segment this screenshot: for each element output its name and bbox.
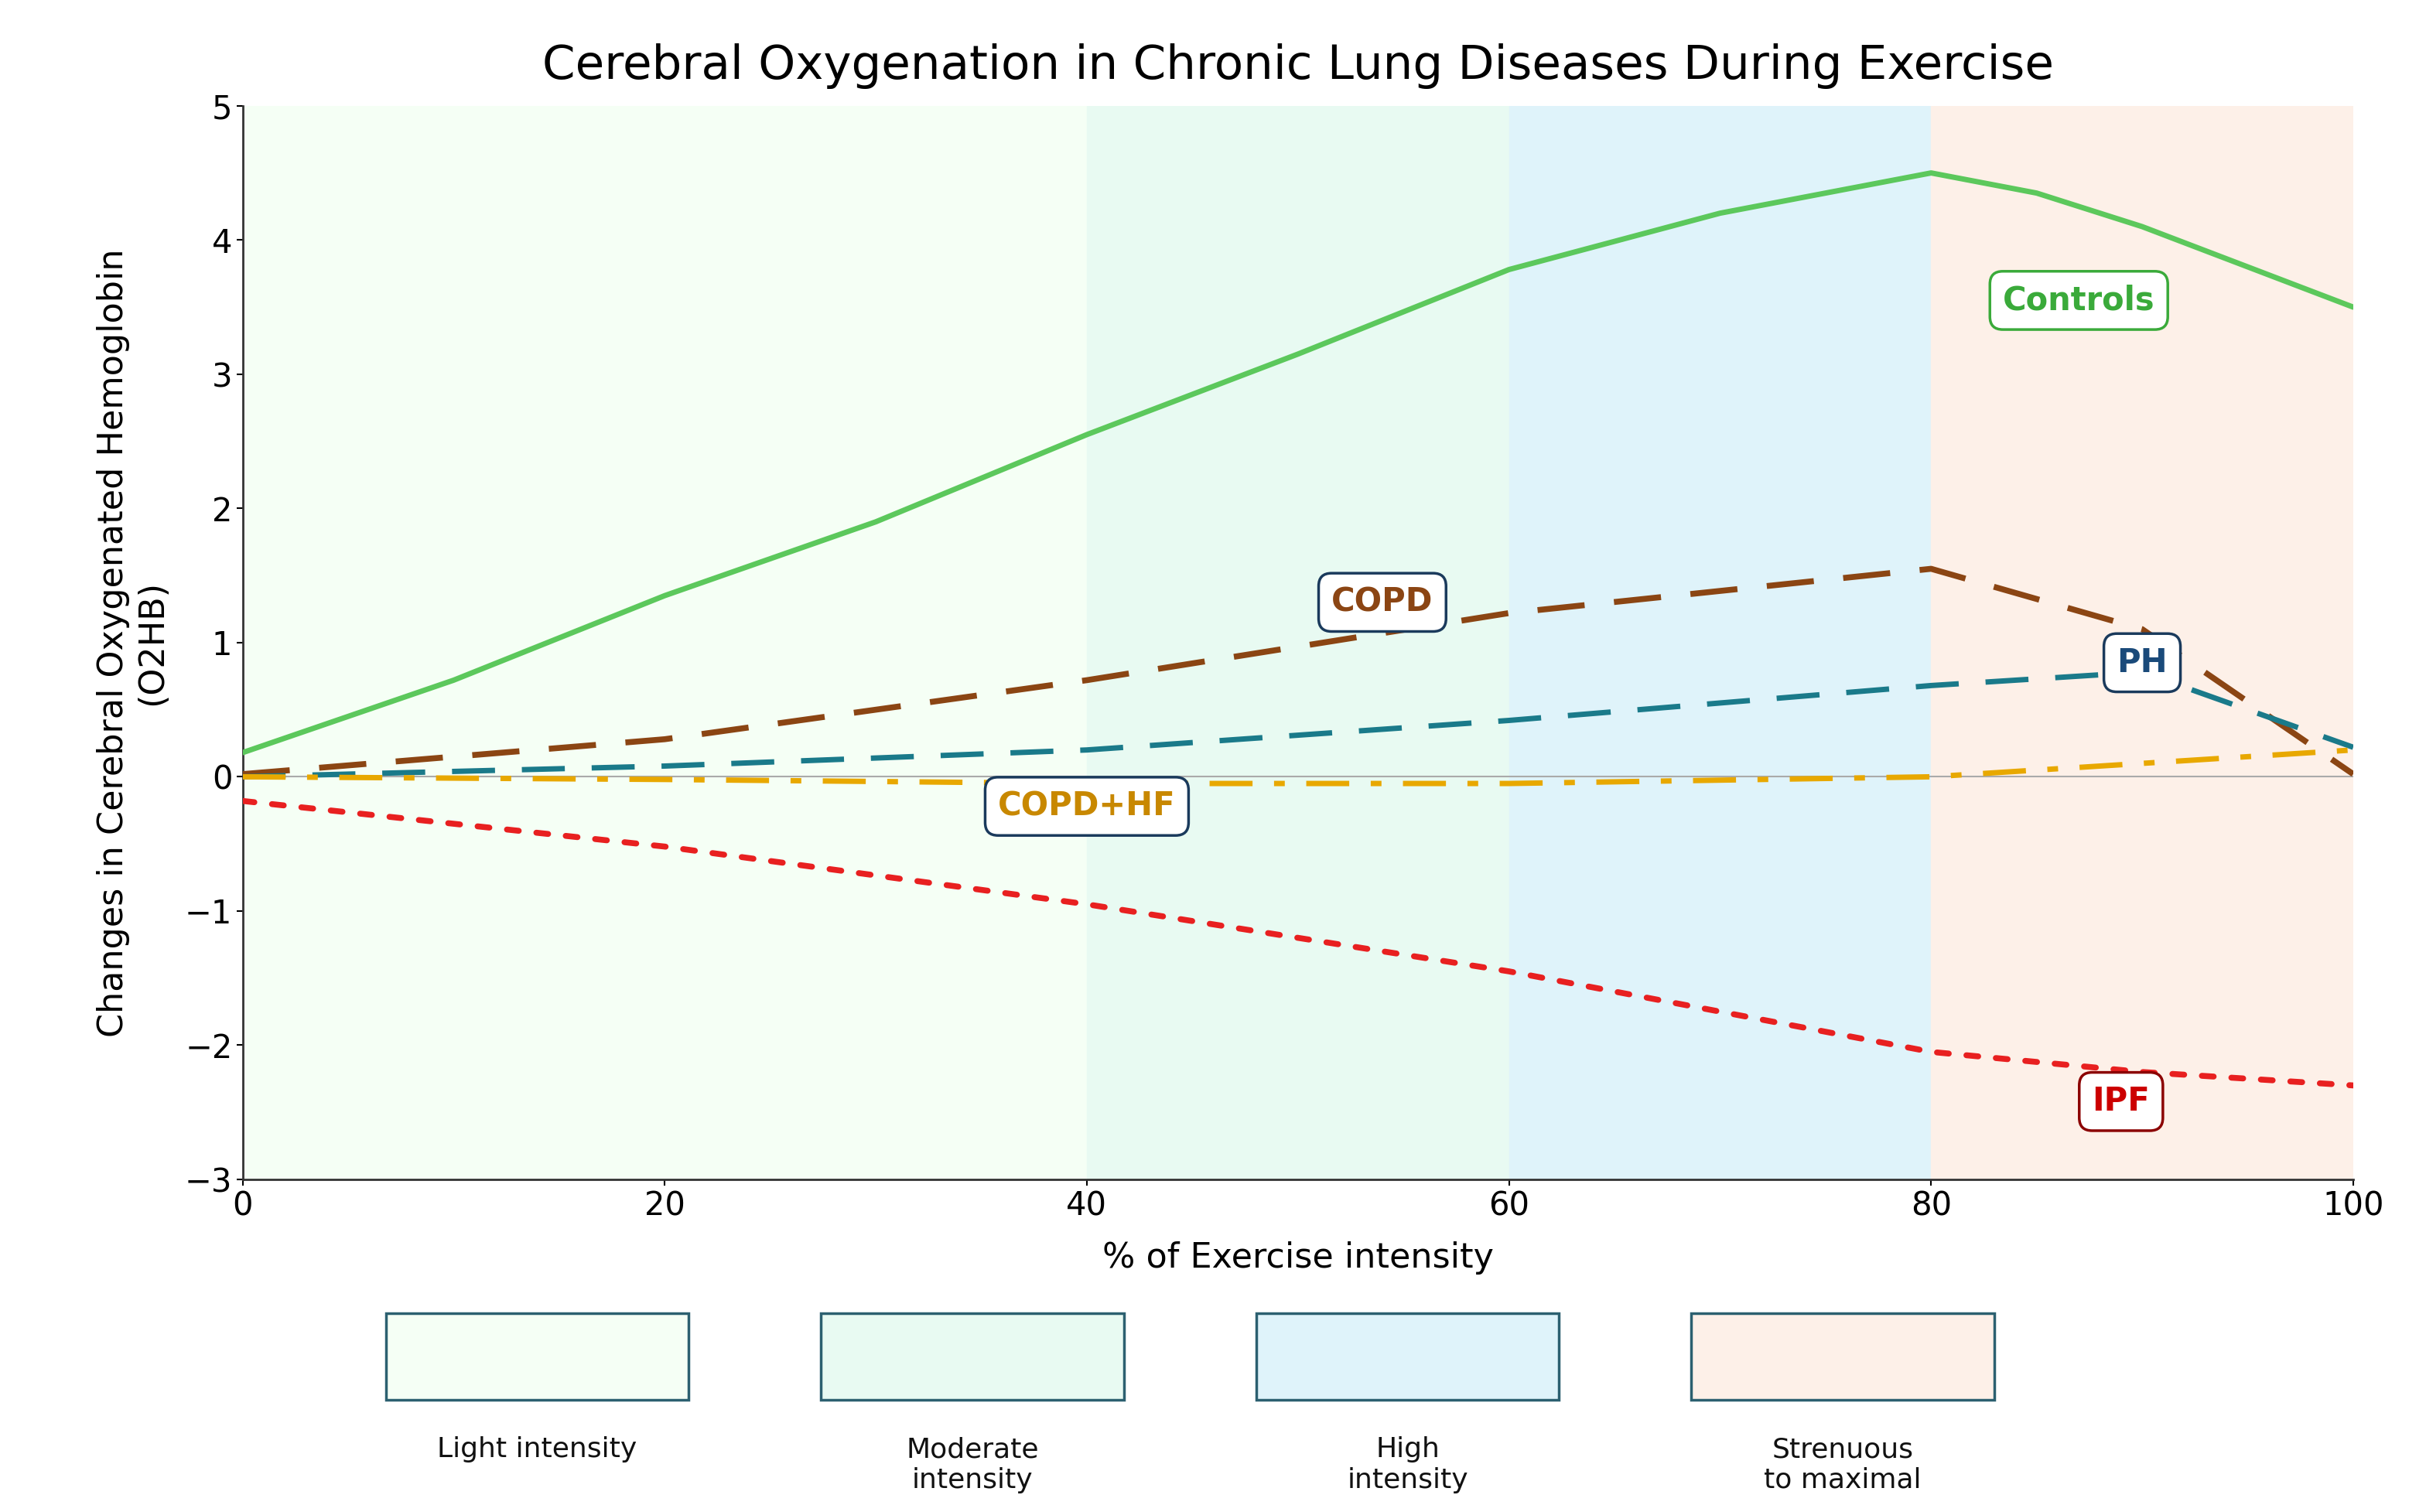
Text: High
intensity: High intensity	[1346, 1436, 1468, 1494]
X-axis label: % of Exercise intensity: % of Exercise intensity	[1101, 1241, 1494, 1275]
Title: Cerebral Oxygenation in Chronic Lung Diseases During Exercise: Cerebral Oxygenation in Chronic Lung Dis…	[541, 44, 2055, 89]
Bar	[1509, 106, 1931, 1179]
Text: PH: PH	[2118, 647, 2166, 679]
Text: Moderate
intensity: Moderate intensity	[905, 1436, 1038, 1494]
Text: Controls: Controls	[2004, 284, 2154, 316]
Y-axis label: Changes in Cerebral Oxygenated Hemoglobin
(O2HB): Changes in Cerebral Oxygenated Hemoglobi…	[97, 248, 170, 1037]
FancyBboxPatch shape	[1691, 1312, 1994, 1400]
Text: COPD: COPD	[1332, 587, 1434, 618]
FancyBboxPatch shape	[820, 1312, 1123, 1400]
Bar	[1087, 106, 1509, 1179]
Bar	[1931, 106, 2353, 1179]
FancyBboxPatch shape	[386, 1312, 689, 1400]
Text: COPD+HF: COPD+HF	[997, 791, 1177, 823]
FancyBboxPatch shape	[1257, 1312, 1560, 1400]
Text: Strenuous
to maximal: Strenuous to maximal	[1764, 1436, 1921, 1494]
Text: IPF: IPF	[2091, 1086, 2149, 1117]
Text: Light intensity: Light intensity	[437, 1436, 638, 1462]
Bar	[243, 106, 1087, 1179]
